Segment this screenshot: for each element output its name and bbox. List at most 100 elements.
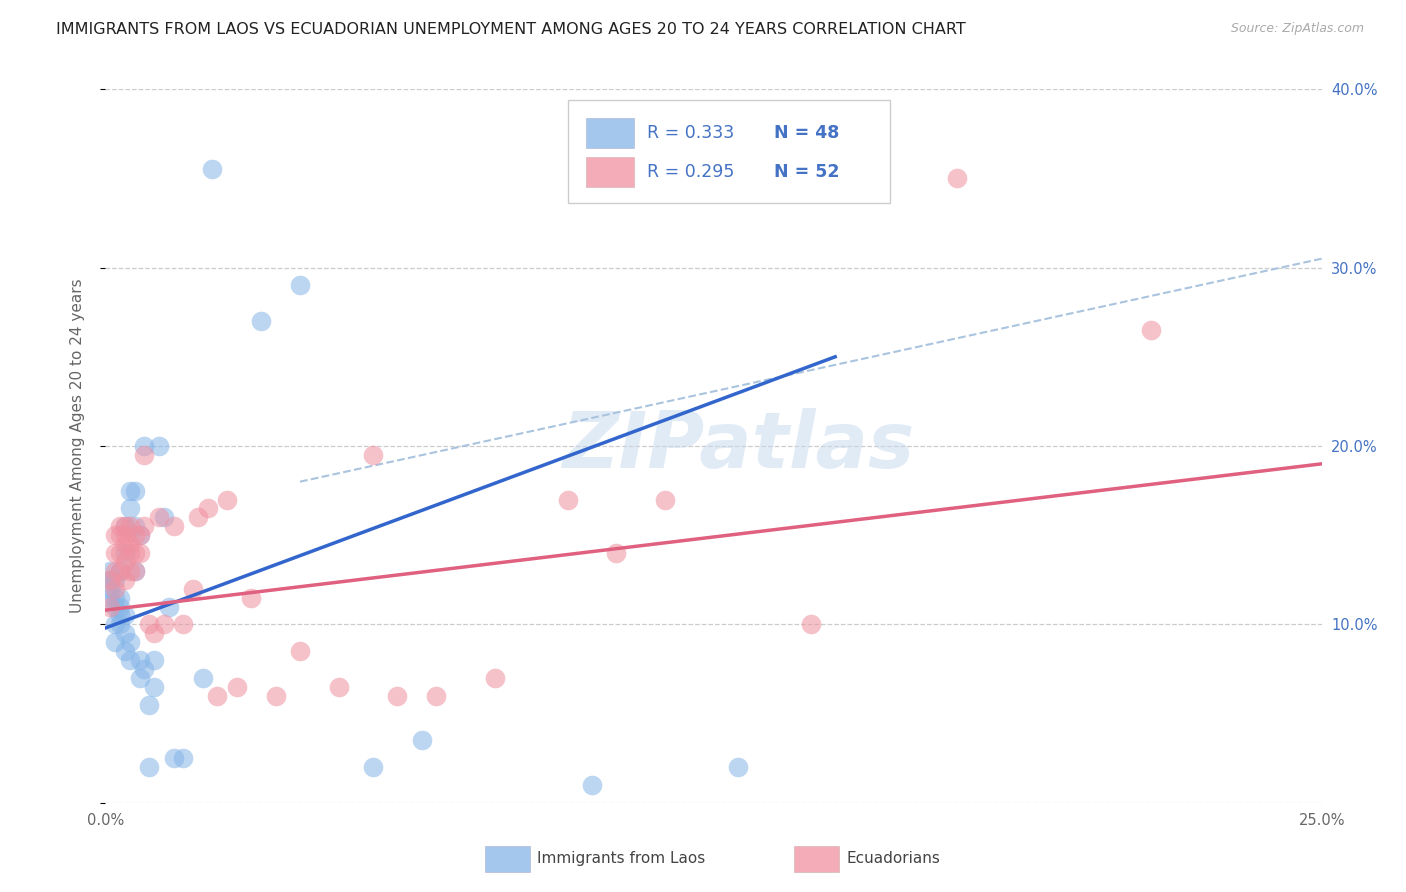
Point bbox=[201, 162, 224, 177]
FancyBboxPatch shape bbox=[586, 157, 634, 187]
FancyBboxPatch shape bbox=[568, 100, 890, 203]
Point bbox=[143, 680, 166, 694]
Point bbox=[411, 733, 433, 747]
Point bbox=[104, 617, 127, 632]
Point bbox=[98, 591, 121, 605]
Point bbox=[118, 537, 141, 551]
Point bbox=[250, 314, 273, 328]
Point bbox=[108, 519, 131, 533]
Point bbox=[104, 591, 127, 605]
Text: IMMIGRANTS FROM LAOS VS ECUADORIAN UNEMPLOYMENT AMONG AGES 20 TO 24 YEARS CORREL: IMMIGRANTS FROM LAOS VS ECUADORIAN UNEMP… bbox=[56, 22, 966, 37]
Point bbox=[134, 519, 156, 533]
Point bbox=[118, 564, 141, 578]
Point bbox=[114, 644, 136, 658]
Point bbox=[800, 617, 823, 632]
Point bbox=[361, 448, 384, 462]
Text: R = 0.333: R = 0.333 bbox=[647, 125, 734, 143]
Point bbox=[143, 626, 166, 640]
Point bbox=[148, 439, 170, 453]
Point bbox=[197, 501, 219, 516]
FancyBboxPatch shape bbox=[586, 119, 634, 148]
Point bbox=[104, 635, 127, 649]
Point bbox=[134, 448, 156, 462]
Point bbox=[118, 519, 141, 533]
Point bbox=[191, 671, 214, 685]
Point bbox=[138, 617, 160, 632]
Point bbox=[264, 689, 287, 703]
Point bbox=[98, 564, 121, 578]
Point bbox=[1140, 323, 1163, 337]
Point bbox=[114, 519, 136, 533]
Point bbox=[114, 608, 136, 623]
Point bbox=[162, 519, 184, 533]
Point bbox=[104, 564, 127, 578]
Point bbox=[108, 599, 131, 614]
Point bbox=[143, 653, 166, 667]
Point bbox=[217, 492, 239, 507]
Point bbox=[114, 626, 136, 640]
Point bbox=[104, 546, 127, 560]
Point bbox=[727, 760, 749, 774]
Point bbox=[361, 760, 384, 774]
Point bbox=[128, 528, 150, 542]
Point bbox=[128, 528, 150, 542]
Point bbox=[181, 582, 204, 596]
Point bbox=[118, 635, 141, 649]
Point bbox=[108, 608, 131, 623]
Point bbox=[114, 546, 136, 560]
Point bbox=[124, 564, 146, 578]
Point bbox=[128, 653, 150, 667]
Point bbox=[124, 564, 146, 578]
Point bbox=[108, 528, 131, 542]
Point bbox=[98, 599, 121, 614]
Point bbox=[98, 573, 121, 587]
Point bbox=[108, 546, 131, 560]
Point bbox=[225, 680, 247, 694]
Point bbox=[128, 546, 150, 560]
Point bbox=[654, 492, 676, 507]
Point bbox=[118, 546, 141, 560]
Point bbox=[162, 751, 184, 765]
Point bbox=[187, 510, 209, 524]
Point bbox=[172, 617, 194, 632]
Point bbox=[124, 546, 146, 560]
Text: Ecuadorians: Ecuadorians bbox=[846, 852, 941, 866]
Point bbox=[134, 662, 156, 676]
Point bbox=[108, 564, 131, 578]
Y-axis label: Unemployment Among Ages 20 to 24 years: Unemployment Among Ages 20 to 24 years bbox=[70, 278, 84, 614]
Point bbox=[108, 564, 131, 578]
Point bbox=[148, 510, 170, 524]
Text: ZIPatlas: ZIPatlas bbox=[562, 408, 914, 484]
Point bbox=[288, 278, 311, 293]
Point bbox=[425, 689, 447, 703]
Point bbox=[153, 617, 176, 632]
Point bbox=[104, 582, 127, 596]
Point bbox=[104, 528, 127, 542]
Point bbox=[104, 599, 127, 614]
Point bbox=[945, 171, 967, 186]
Point bbox=[124, 528, 146, 542]
Point bbox=[328, 680, 350, 694]
Text: Source: ZipAtlas.com: Source: ZipAtlas.com bbox=[1230, 22, 1364, 36]
Point bbox=[108, 617, 131, 632]
Point bbox=[138, 698, 160, 712]
Point bbox=[128, 671, 150, 685]
Point bbox=[605, 546, 627, 560]
Point bbox=[240, 591, 263, 605]
Point bbox=[138, 760, 160, 774]
Point bbox=[387, 689, 409, 703]
Point bbox=[114, 519, 136, 533]
Point bbox=[557, 492, 579, 507]
Point bbox=[484, 671, 506, 685]
Text: R = 0.295: R = 0.295 bbox=[647, 163, 734, 181]
Point bbox=[118, 501, 141, 516]
Point bbox=[134, 439, 156, 453]
Text: N = 52: N = 52 bbox=[775, 163, 839, 181]
Point bbox=[114, 528, 136, 542]
Point bbox=[108, 591, 131, 605]
Point bbox=[104, 573, 127, 587]
Point bbox=[172, 751, 194, 765]
Point bbox=[153, 510, 176, 524]
Point bbox=[114, 555, 136, 569]
Point bbox=[118, 483, 141, 498]
